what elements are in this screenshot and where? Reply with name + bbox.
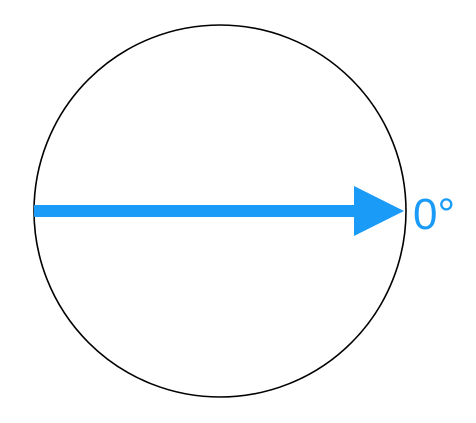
angle-label: 0° [413, 190, 455, 239]
direction-arrow-head [354, 186, 404, 236]
